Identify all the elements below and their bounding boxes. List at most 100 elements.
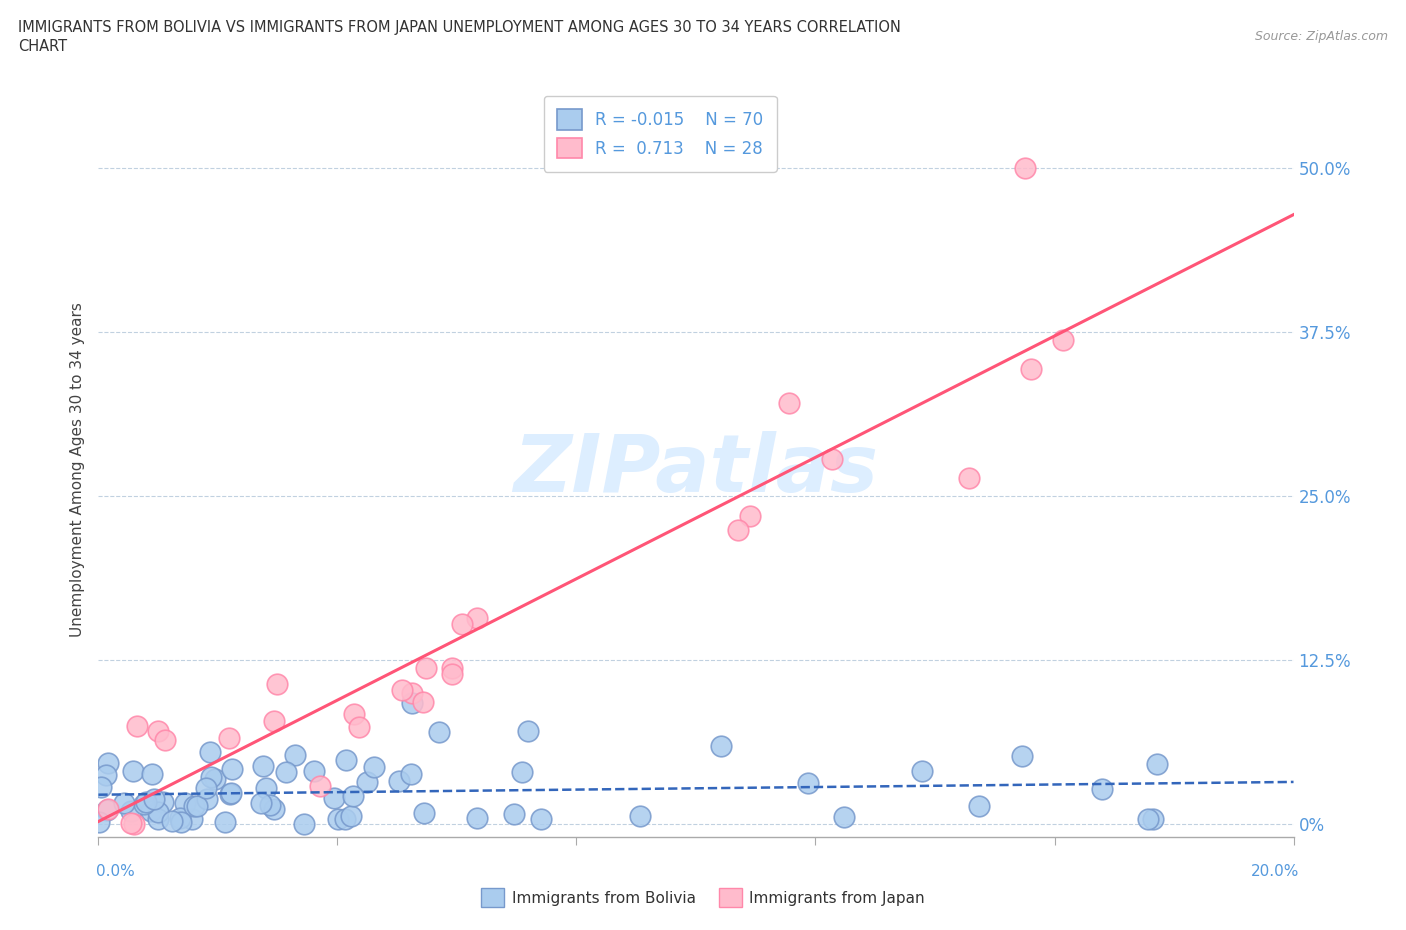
Point xyxy=(198,745,221,760)
Point xyxy=(710,738,733,753)
Point xyxy=(200,769,222,784)
Point xyxy=(96,803,118,817)
Point xyxy=(401,685,423,700)
Point xyxy=(323,790,346,805)
Point xyxy=(1019,362,1042,377)
Point xyxy=(342,789,364,804)
Point xyxy=(967,798,990,813)
Point xyxy=(1011,749,1033,764)
Point xyxy=(180,812,202,827)
Point xyxy=(413,806,436,821)
Point xyxy=(1090,781,1112,796)
Point xyxy=(427,724,450,739)
Point xyxy=(274,764,297,779)
Point xyxy=(121,764,143,778)
Text: ZIPatlas: ZIPatlas xyxy=(513,431,879,509)
Point xyxy=(530,812,553,827)
Point xyxy=(195,781,218,796)
Point xyxy=(125,719,148,734)
Text: IMMIGRANTS FROM BOLIVIA VS IMMIGRANTS FROM JAPAN UNEMPLOYMENT AMONG AGES 30 TO 3: IMMIGRANTS FROM BOLIVIA VS IMMIGRANTS FR… xyxy=(18,20,901,35)
Point xyxy=(1052,333,1074,348)
Point xyxy=(797,776,820,790)
Point xyxy=(97,802,120,817)
Point xyxy=(388,774,411,789)
Point xyxy=(778,396,800,411)
Point xyxy=(308,779,330,794)
Point xyxy=(120,816,142,830)
Point xyxy=(415,660,437,675)
Point xyxy=(911,764,934,778)
Point xyxy=(120,804,142,818)
Point xyxy=(135,795,157,810)
Point xyxy=(249,796,271,811)
Point xyxy=(218,731,240,746)
Point xyxy=(1136,812,1159,827)
Point xyxy=(214,815,236,830)
Point xyxy=(160,814,183,829)
Point xyxy=(254,781,277,796)
Point xyxy=(412,695,434,710)
Point xyxy=(1014,161,1036,176)
Point xyxy=(391,683,413,698)
Point xyxy=(340,808,363,823)
Point xyxy=(141,766,163,781)
Point xyxy=(335,752,357,767)
Point xyxy=(148,811,170,826)
Point xyxy=(263,802,285,817)
Point xyxy=(252,759,274,774)
Point xyxy=(510,764,533,779)
Point xyxy=(832,810,855,825)
Text: 0.0%: 0.0% xyxy=(96,864,135,879)
Point xyxy=(821,451,844,466)
Point xyxy=(740,509,762,524)
Point xyxy=(1142,812,1164,827)
Point xyxy=(399,766,422,781)
Point xyxy=(328,811,350,826)
Point xyxy=(173,796,195,811)
Point xyxy=(183,799,205,814)
Point xyxy=(335,812,357,827)
Point xyxy=(266,677,288,692)
Point xyxy=(142,791,165,806)
Point xyxy=(146,724,169,738)
Point xyxy=(628,808,651,823)
Point xyxy=(263,713,285,728)
Text: 20.0%: 20.0% xyxy=(1251,864,1299,879)
Point xyxy=(152,794,174,809)
Point xyxy=(186,798,208,813)
Point xyxy=(259,798,281,813)
Point xyxy=(451,617,474,631)
Text: CHART: CHART xyxy=(18,39,67,54)
Point xyxy=(284,748,307,763)
Point xyxy=(503,806,526,821)
Point xyxy=(204,772,226,787)
Point xyxy=(112,796,135,811)
Legend: Immigrants from Bolivia, Immigrants from Japan: Immigrants from Bolivia, Immigrants from… xyxy=(475,883,931,913)
Point xyxy=(347,719,370,734)
Point xyxy=(221,762,243,777)
Text: Source: ZipAtlas.com: Source: ZipAtlas.com xyxy=(1254,30,1388,43)
Y-axis label: Unemployment Among Ages 30 to 34 years: Unemployment Among Ages 30 to 34 years xyxy=(69,302,84,637)
Legend: R = -0.015    N = 70, R =  0.713    N = 28: R = -0.015 N = 70, R = 0.713 N = 28 xyxy=(544,96,776,172)
Point xyxy=(219,786,242,801)
Point xyxy=(139,804,162,819)
Point xyxy=(96,756,118,771)
Point xyxy=(218,786,240,801)
Point xyxy=(146,804,169,819)
Point xyxy=(363,760,385,775)
Point xyxy=(517,724,540,738)
Point xyxy=(153,732,176,747)
Point xyxy=(122,817,145,831)
Point xyxy=(89,815,111,830)
Point xyxy=(356,775,378,790)
Point xyxy=(467,811,489,826)
Point xyxy=(440,667,463,682)
Point xyxy=(957,470,980,485)
Point xyxy=(465,611,488,626)
Point xyxy=(292,817,315,831)
Point xyxy=(302,764,325,778)
Point xyxy=(440,661,463,676)
Point xyxy=(1146,756,1168,771)
Point xyxy=(132,797,155,812)
Point xyxy=(401,696,423,711)
